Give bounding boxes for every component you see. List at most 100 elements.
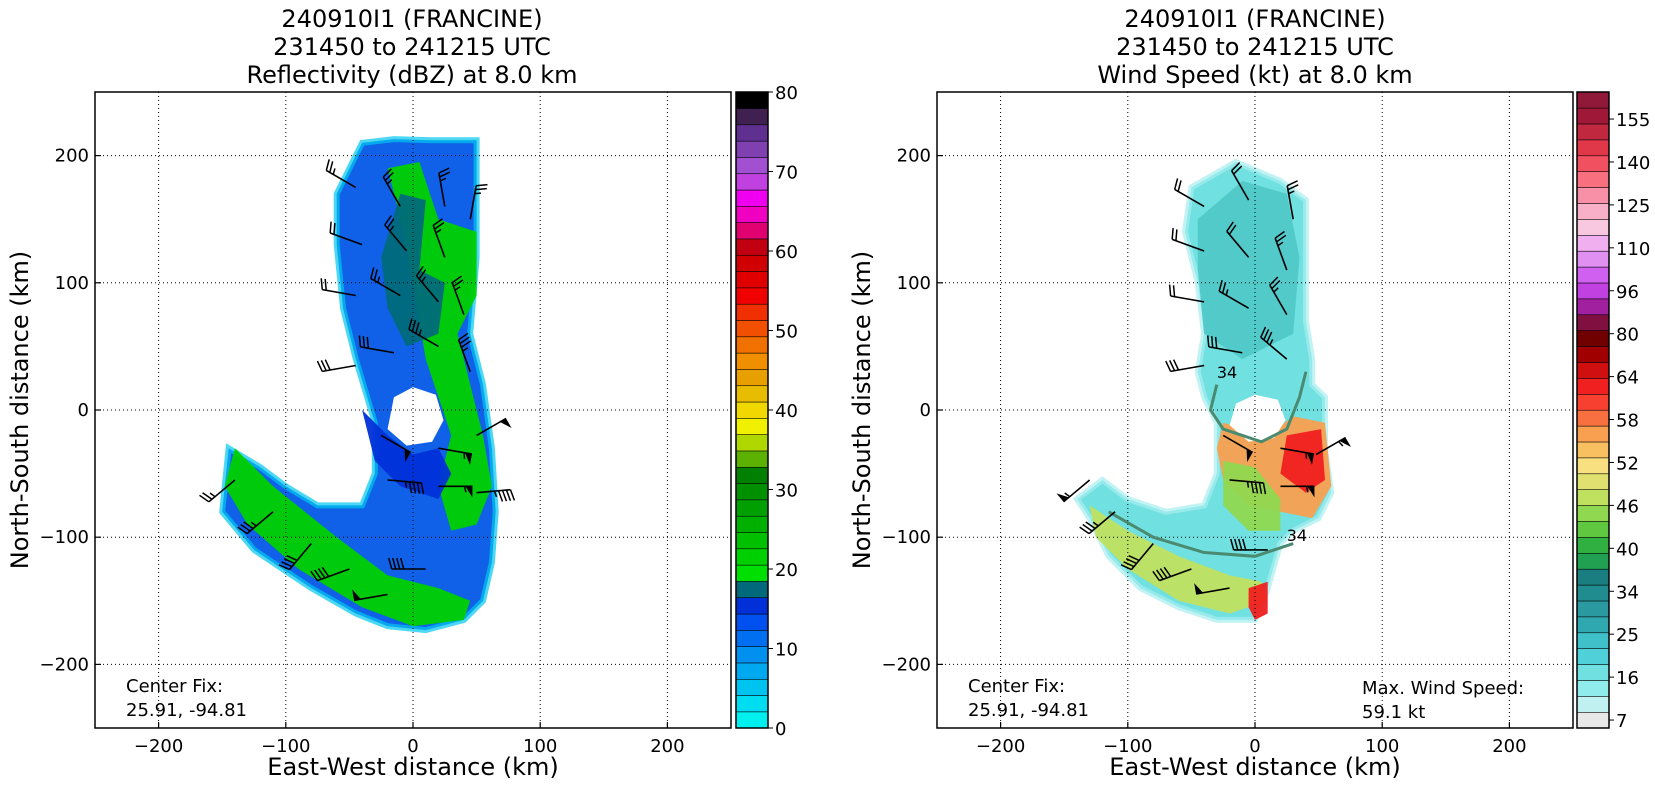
colorbar-segment [735, 287, 769, 305]
colorbar-tick-label: 64 [1616, 368, 1639, 389]
wind-barb [370, 267, 401, 297]
colorbar-segment [735, 711, 769, 729]
colorbar-segment [735, 385, 769, 403]
colorbar-segment [1576, 695, 1610, 713]
colorbar-segment [735, 336, 769, 354]
colorbar-tick-label: 0 [775, 719, 786, 740]
colorbar-segment [735, 271, 769, 289]
colorbar-segment [1576, 616, 1610, 634]
echo-patch-2 [1223, 460, 1281, 531]
colorbar-segment [1576, 505, 1610, 522]
wind-barb [432, 218, 446, 258]
colorbar-segment [735, 368, 769, 387]
x-tick-label: 100 [1365, 736, 1399, 757]
y-axis-label: North-South distance (km) [6, 251, 34, 570]
colorbar-tick-label: 140 [1616, 153, 1650, 174]
colorbar-segment [735, 91, 769, 109]
colorbar-segment [735, 483, 769, 501]
center-fix-value: 25.91, -94.81 [126, 700, 247, 721]
wind-barb [1260, 326, 1288, 360]
colorbar-segment [1576, 155, 1610, 173]
y-tick-label: 100 [55, 273, 89, 294]
contour-34-1 [1107, 510, 1294, 558]
x-axis-label: East-West distance (km) [1109, 753, 1400, 781]
colorbar-segment [735, 108, 769, 126]
y-tick-label: −200 [882, 654, 931, 675]
wind-barb [1222, 434, 1254, 462]
wind-barb [1152, 566, 1192, 582]
wind-barb [1218, 280, 1250, 309]
y-axis-label: North-South distance (km) [848, 251, 876, 570]
colorbar-segment [1576, 282, 1610, 300]
chart-title-line-3: Wind Speed (kt) at 8.0 km [1097, 61, 1412, 89]
x-tick-label: 0 [407, 736, 418, 757]
colorbar-tick-label: 70 [775, 163, 798, 184]
colorbar-tick-label: 7 [1616, 711, 1627, 732]
colorbar-reflectivity: 0 10 20 30 40 50 60 70 80 [735, 83, 798, 740]
contour-label: 34 [1287, 526, 1307, 545]
colorbar-segment [1576, 489, 1610, 506]
y-tick-label: 200 [55, 146, 89, 167]
wind-barb [1173, 178, 1205, 208]
x-tick-label: −200 [976, 736, 1025, 757]
wind-barb [408, 318, 439, 348]
wind-barb [1194, 583, 1230, 595]
max-wind-speed-value: 59.1 kt [1362, 702, 1425, 723]
colorbar-segment [1576, 203, 1610, 220]
colorbar-segment [1576, 330, 1610, 347]
colorbar-segment [735, 466, 769, 484]
colorbar-tick-label: 58 [1616, 411, 1639, 432]
colorbar-segment [735, 401, 769, 419]
colorbar-segment [735, 156, 769, 175]
center-fix-label: Center Fix: [968, 676, 1065, 697]
wind-barb [1171, 227, 1205, 252]
wind-barb [352, 589, 388, 602]
x-tick-label: 200 [1492, 736, 1526, 757]
echo-edge [219, 136, 499, 634]
x-tick-label: 100 [523, 736, 557, 757]
colorbar-segment [735, 450, 769, 468]
wind-barb [387, 557, 426, 570]
chart-title-line-3: Reflectivity (dBZ) at 8.0 km [247, 61, 578, 89]
colorbar-segment [1576, 441, 1610, 459]
colorbar-wind-speed: 7 16 25 34 40 46 52 58 64 80 96 110 125 140 155 [1576, 91, 1650, 732]
wind-barb [1229, 538, 1268, 551]
colorbar-segment [1576, 473, 1610, 491]
wind-barb [438, 447, 473, 465]
colorbar-segment [1576, 187, 1610, 204]
echo-patch-1 [1280, 429, 1325, 493]
colorbar-segment [735, 515, 769, 533]
colorbar-segment [1576, 234, 1610, 252]
wind-barb [1269, 276, 1288, 316]
echo-patch-2 [224, 448, 471, 627]
colorbar-segment [1576, 584, 1610, 602]
colorbar-tick-label: 96 [1616, 282, 1639, 303]
wind-barb [457, 332, 472, 373]
colorbar-segment [735, 254, 769, 272]
y-tick-label: −200 [40, 654, 89, 675]
wind-barb [1168, 284, 1205, 303]
colorbar-tick-label: 40 [1616, 539, 1639, 560]
chart-title-line-2: 231450 to 241215 UTC [1116, 33, 1394, 61]
colorbar-tick-label: 60 [775, 242, 798, 263]
colorbar-segment [1576, 664, 1610, 681]
colorbar-segment [735, 140, 769, 158]
colorbar-segment [735, 434, 769, 452]
colorbar-segment [1576, 568, 1610, 586]
colorbar-segment [735, 564, 769, 582]
colorbar-segment [735, 238, 769, 256]
echo-patch-4 [1248, 581, 1268, 620]
y-tick-label: −100 [882, 527, 931, 548]
wind-barb [438, 485, 473, 498]
wind-barb [1120, 543, 1154, 571]
echo-patch-5 [1197, 181, 1300, 360]
wind-barb [1165, 359, 1205, 373]
colorbar-frame [1576, 91, 1610, 729]
wind-barb [1230, 162, 1250, 201]
colorbar-tick-label: 110 [1616, 239, 1650, 260]
colorbar-segment [735, 417, 769, 435]
colorbar-tick-label: 80 [775, 83, 798, 104]
x-tick-label: −200 [134, 736, 183, 757]
y-tick-label: 100 [897, 273, 931, 294]
